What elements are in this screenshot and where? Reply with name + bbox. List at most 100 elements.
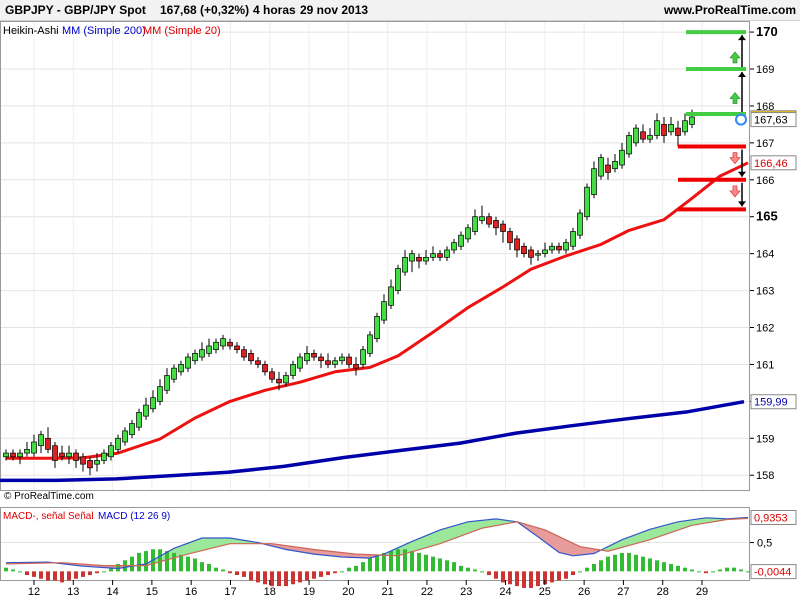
macd-fill xyxy=(209,537,216,549)
candle xyxy=(241,345,247,361)
macd-histogram-bar xyxy=(606,556,610,572)
y-tick-label: 166 xyxy=(756,175,774,187)
candle xyxy=(80,453,86,472)
candle xyxy=(598,153,604,180)
candle xyxy=(255,357,261,369)
candle-body xyxy=(276,378,282,384)
macd-histogram-bar xyxy=(235,571,239,576)
macd-histogram-bar xyxy=(319,571,323,577)
macd-histogram-bar xyxy=(571,571,575,576)
macd-histogram-bar xyxy=(354,565,358,572)
macd-fill xyxy=(412,538,419,552)
candle xyxy=(164,368,170,394)
candle xyxy=(514,235,520,258)
candle-body xyxy=(612,160,618,170)
candle-body xyxy=(556,245,562,251)
macd-histogram-bar xyxy=(137,552,141,572)
candle-body xyxy=(633,127,639,144)
price-label-box xyxy=(750,112,797,128)
macd-label-box xyxy=(750,564,797,580)
candle xyxy=(45,427,51,454)
macd-fill xyxy=(468,521,475,534)
x-tick-label: 29 xyxy=(696,586,708,598)
macd-histogram-bar xyxy=(158,549,162,572)
x-tick-label: 23 xyxy=(460,586,472,598)
x-tick-label: 24 xyxy=(499,586,511,598)
candle xyxy=(493,216,499,236)
x-tick-label: 21 xyxy=(382,586,394,598)
macd-histogram-bar xyxy=(403,549,407,572)
macd-histogram-bar xyxy=(39,571,43,579)
candle-body xyxy=(290,364,296,376)
candle xyxy=(500,220,506,243)
candle xyxy=(185,353,191,372)
candle-body xyxy=(213,341,219,351)
candle-body xyxy=(619,149,625,166)
candle xyxy=(38,430,44,454)
macd-histogram-bar xyxy=(529,571,533,588)
level-arrow-head xyxy=(738,171,746,177)
x-tick-label: 25 xyxy=(539,586,551,598)
candle-layer xyxy=(3,109,695,476)
macd-histogram-bar xyxy=(683,567,687,572)
candle-body xyxy=(689,116,695,125)
candle-body xyxy=(143,404,149,417)
macd-fill xyxy=(321,550,328,556)
candle-body xyxy=(605,164,611,173)
macd-histogram-bar xyxy=(627,552,631,572)
macd-histogram-bar xyxy=(375,554,379,572)
macd-histogram-bar xyxy=(60,571,64,583)
macd-fill xyxy=(496,518,503,526)
macd-histogram-bar xyxy=(214,567,218,572)
macd-histogram-bar xyxy=(256,571,260,583)
x-tick-label: 13 xyxy=(67,586,79,598)
main-grid xyxy=(0,21,750,491)
macd-histogram-bar xyxy=(228,571,232,574)
candle xyxy=(423,249,429,265)
macd-histogram-bar xyxy=(200,562,204,572)
macd-histogram-bar xyxy=(25,571,29,576)
candle xyxy=(108,441,114,461)
macd-fill xyxy=(216,537,223,548)
candle xyxy=(570,227,576,250)
candle-body xyxy=(521,245,527,255)
macd-histogram-bar xyxy=(396,549,400,572)
candle-body xyxy=(367,334,373,354)
macd-histogram-bar xyxy=(46,571,50,581)
candle xyxy=(318,353,324,369)
site-url[interactable]: www.ProRealTime.com xyxy=(663,3,796,17)
macd-histogram-bar xyxy=(522,571,526,588)
macd-histogram-bar xyxy=(718,569,722,572)
macd-histogram-bar xyxy=(4,567,8,572)
candle-body xyxy=(220,338,226,347)
candle xyxy=(661,117,667,143)
candle xyxy=(136,408,142,431)
candle xyxy=(129,419,135,439)
macd-label-text: 0,9353 xyxy=(754,512,788,524)
candle xyxy=(220,334,226,350)
candle-body xyxy=(136,412,142,428)
candle-body xyxy=(451,242,457,251)
candle-body xyxy=(10,452,16,458)
macd-histogram-bar xyxy=(270,571,274,587)
macd-histogram-bar xyxy=(746,571,750,573)
macd-fill xyxy=(335,551,342,557)
candle xyxy=(199,342,205,361)
price-label-text: 159,99 xyxy=(754,397,788,409)
candle-body xyxy=(423,256,429,262)
candle-body xyxy=(234,345,240,351)
candle xyxy=(682,113,688,136)
candle-body xyxy=(465,227,471,240)
candle-body xyxy=(262,364,268,373)
candle xyxy=(465,224,471,243)
candle xyxy=(94,453,100,472)
macd-fill xyxy=(650,527,657,540)
macd-fill xyxy=(587,547,594,555)
candle xyxy=(612,153,618,173)
x-tick-label: 17 xyxy=(224,586,236,598)
candle-body xyxy=(171,367,177,380)
macd-histogram-bar xyxy=(298,571,302,583)
candle xyxy=(458,231,464,250)
macd-fill xyxy=(692,518,699,526)
macd-histogram-bar xyxy=(480,571,484,573)
